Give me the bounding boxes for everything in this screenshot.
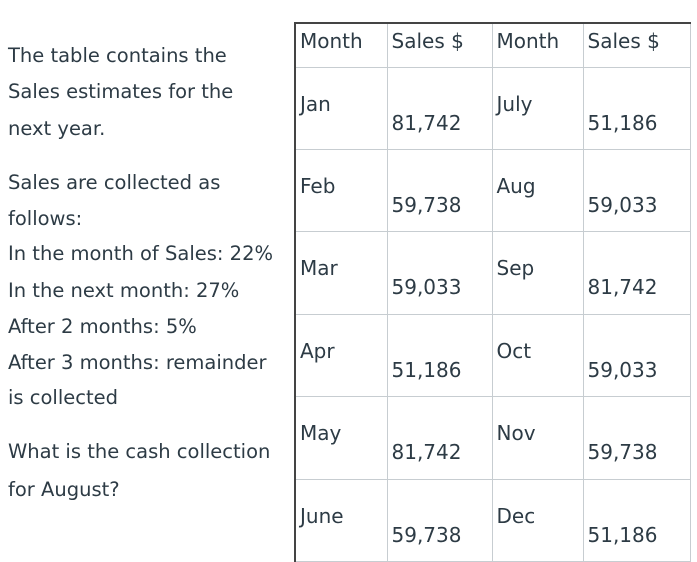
month-cell: June — [294, 478, 388, 562]
month-cell: Dec — [491, 478, 584, 562]
table-header-row: Month Sales $ Month Sales $ — [294, 22, 691, 68]
month-cell: Feb — [294, 148, 388, 233]
sales-cell: 59,033 — [582, 313, 691, 398]
month-cell: Nov — [491, 396, 584, 480]
table-row: Apr 51,186 Oct 59,033 — [294, 313, 691, 398]
table-row: Feb 59,738 Aug 59,033 — [294, 148, 691, 233]
month-cell: Jan — [294, 66, 388, 150]
month-cell: Mar — [294, 231, 388, 315]
question-line: After 2 months: 5% — [8, 315, 197, 338]
month-cell: May — [294, 396, 388, 480]
header-sales: Sales $ — [582, 22, 691, 68]
sales-cell: 51,186 — [582, 478, 691, 562]
month-cell: Sep — [491, 231, 584, 315]
sales-cell: 51,186 — [386, 313, 493, 398]
month-cell: Apr — [294, 313, 388, 398]
sales-cell: 59,738 — [582, 396, 691, 480]
sales-cell: 59,738 — [386, 478, 493, 562]
question-line: In the next month: 27% — [8, 279, 240, 302]
question-line: follows: — [8, 207, 83, 230]
question-line: What is the cash collection — [8, 440, 271, 463]
question-line: The table contains the — [8, 44, 227, 67]
table-row: Mar 59,033 Sep 81,742 — [294, 231, 691, 315]
table-row: Jan 81,742 July 51,186 — [294, 66, 691, 150]
table-row: May 81,742 Nov 59,738 — [294, 396, 691, 480]
question-line: In the month of Sales: 22% — [8, 242, 274, 265]
question-line: is collected — [8, 386, 119, 409]
month-cell: Aug — [491, 148, 584, 233]
table-row: June 59,738 Dec 51,186 — [294, 478, 691, 562]
header-month: Month — [294, 22, 388, 68]
question-line: for August? — [8, 478, 120, 501]
question-line: next year. — [8, 117, 106, 140]
sales-cell: 59,033 — [582, 148, 691, 233]
sales-cell: 59,738 — [386, 148, 493, 233]
question-line: Sales are collected as — [8, 171, 221, 194]
question-line: Sales estimates for the — [8, 80, 234, 103]
header-sales: Sales $ — [386, 22, 493, 68]
sales-cell: 81,742 — [582, 231, 691, 315]
month-cell: July — [491, 66, 584, 150]
sales-cell: 59,033 — [386, 231, 493, 315]
sales-table: Month Sales $ Month Sales $ Jan 81,742 J… — [294, 22, 691, 562]
month-cell: Oct — [491, 313, 584, 398]
sales-cell: 51,186 — [582, 66, 691, 150]
sales-cell: 81,742 — [386, 66, 493, 150]
sales-cell: 81,742 — [386, 396, 493, 480]
question-line: After 3 months: remainder — [8, 351, 267, 374]
header-month: Month — [491, 22, 584, 68]
